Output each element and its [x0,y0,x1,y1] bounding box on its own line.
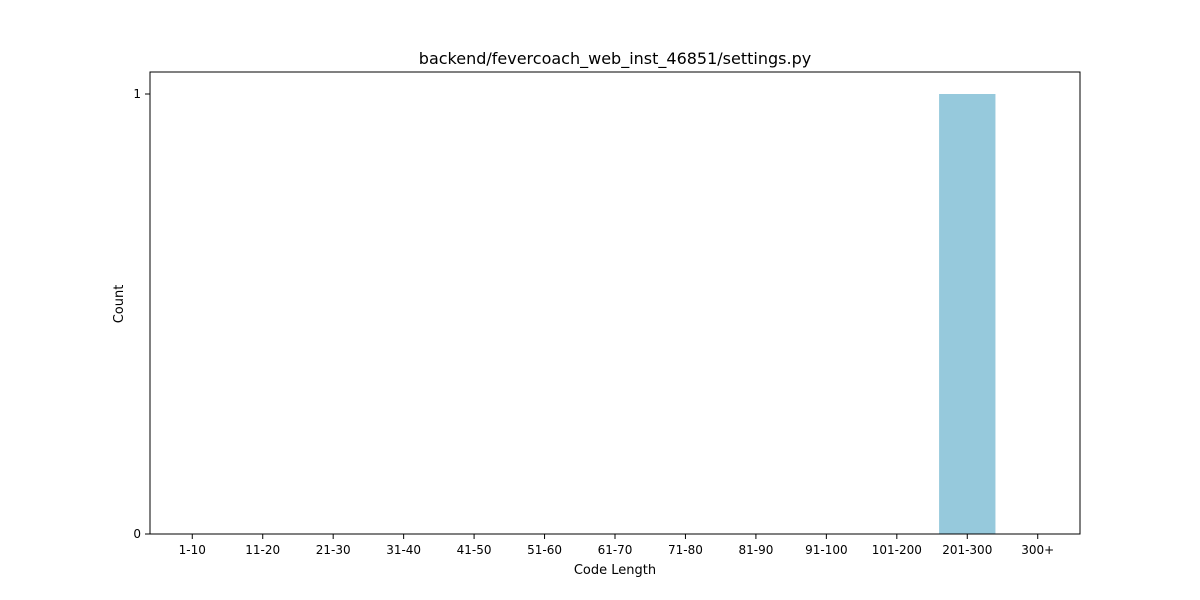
x-tick-label: 61-70 [598,543,633,557]
y-axis-ticks: 01 [133,87,150,541]
x-tick-label: 1-10 [179,543,206,557]
chart-title: backend/fevercoach_web_inst_46851/settin… [419,49,811,69]
y-axis-label: Count [112,285,127,324]
x-axis-label: Code Length [574,563,656,578]
y-tick-label: 1 [133,87,141,101]
x-tick-label: 41-50 [457,543,492,557]
bars-layer [939,94,996,534]
x-tick-label: 91-100 [805,543,848,557]
x-tick-label: 51-60 [527,543,562,557]
x-axis-ticks: 1-10 11-20 21-30 31-40 41-50 51-60 61-70 71-80 8… [179,534,1054,557]
x-tick-label: 71-80 [668,543,703,557]
x-tick-label: 11-20 [245,543,280,557]
plot-area [149,71,1081,535]
x-tick-label: 31-40 [386,543,421,557]
x-tick-label: 300+ [1021,543,1054,557]
bar-201-300 [939,94,996,534]
x-tick-label: 21-30 [316,543,351,557]
y-tick-label: 0 [133,527,141,541]
x-tick-label: 101-200 [872,543,922,557]
x-tick-label: 201-300 [942,543,992,557]
x-tick-label: 81-90 [738,543,773,557]
